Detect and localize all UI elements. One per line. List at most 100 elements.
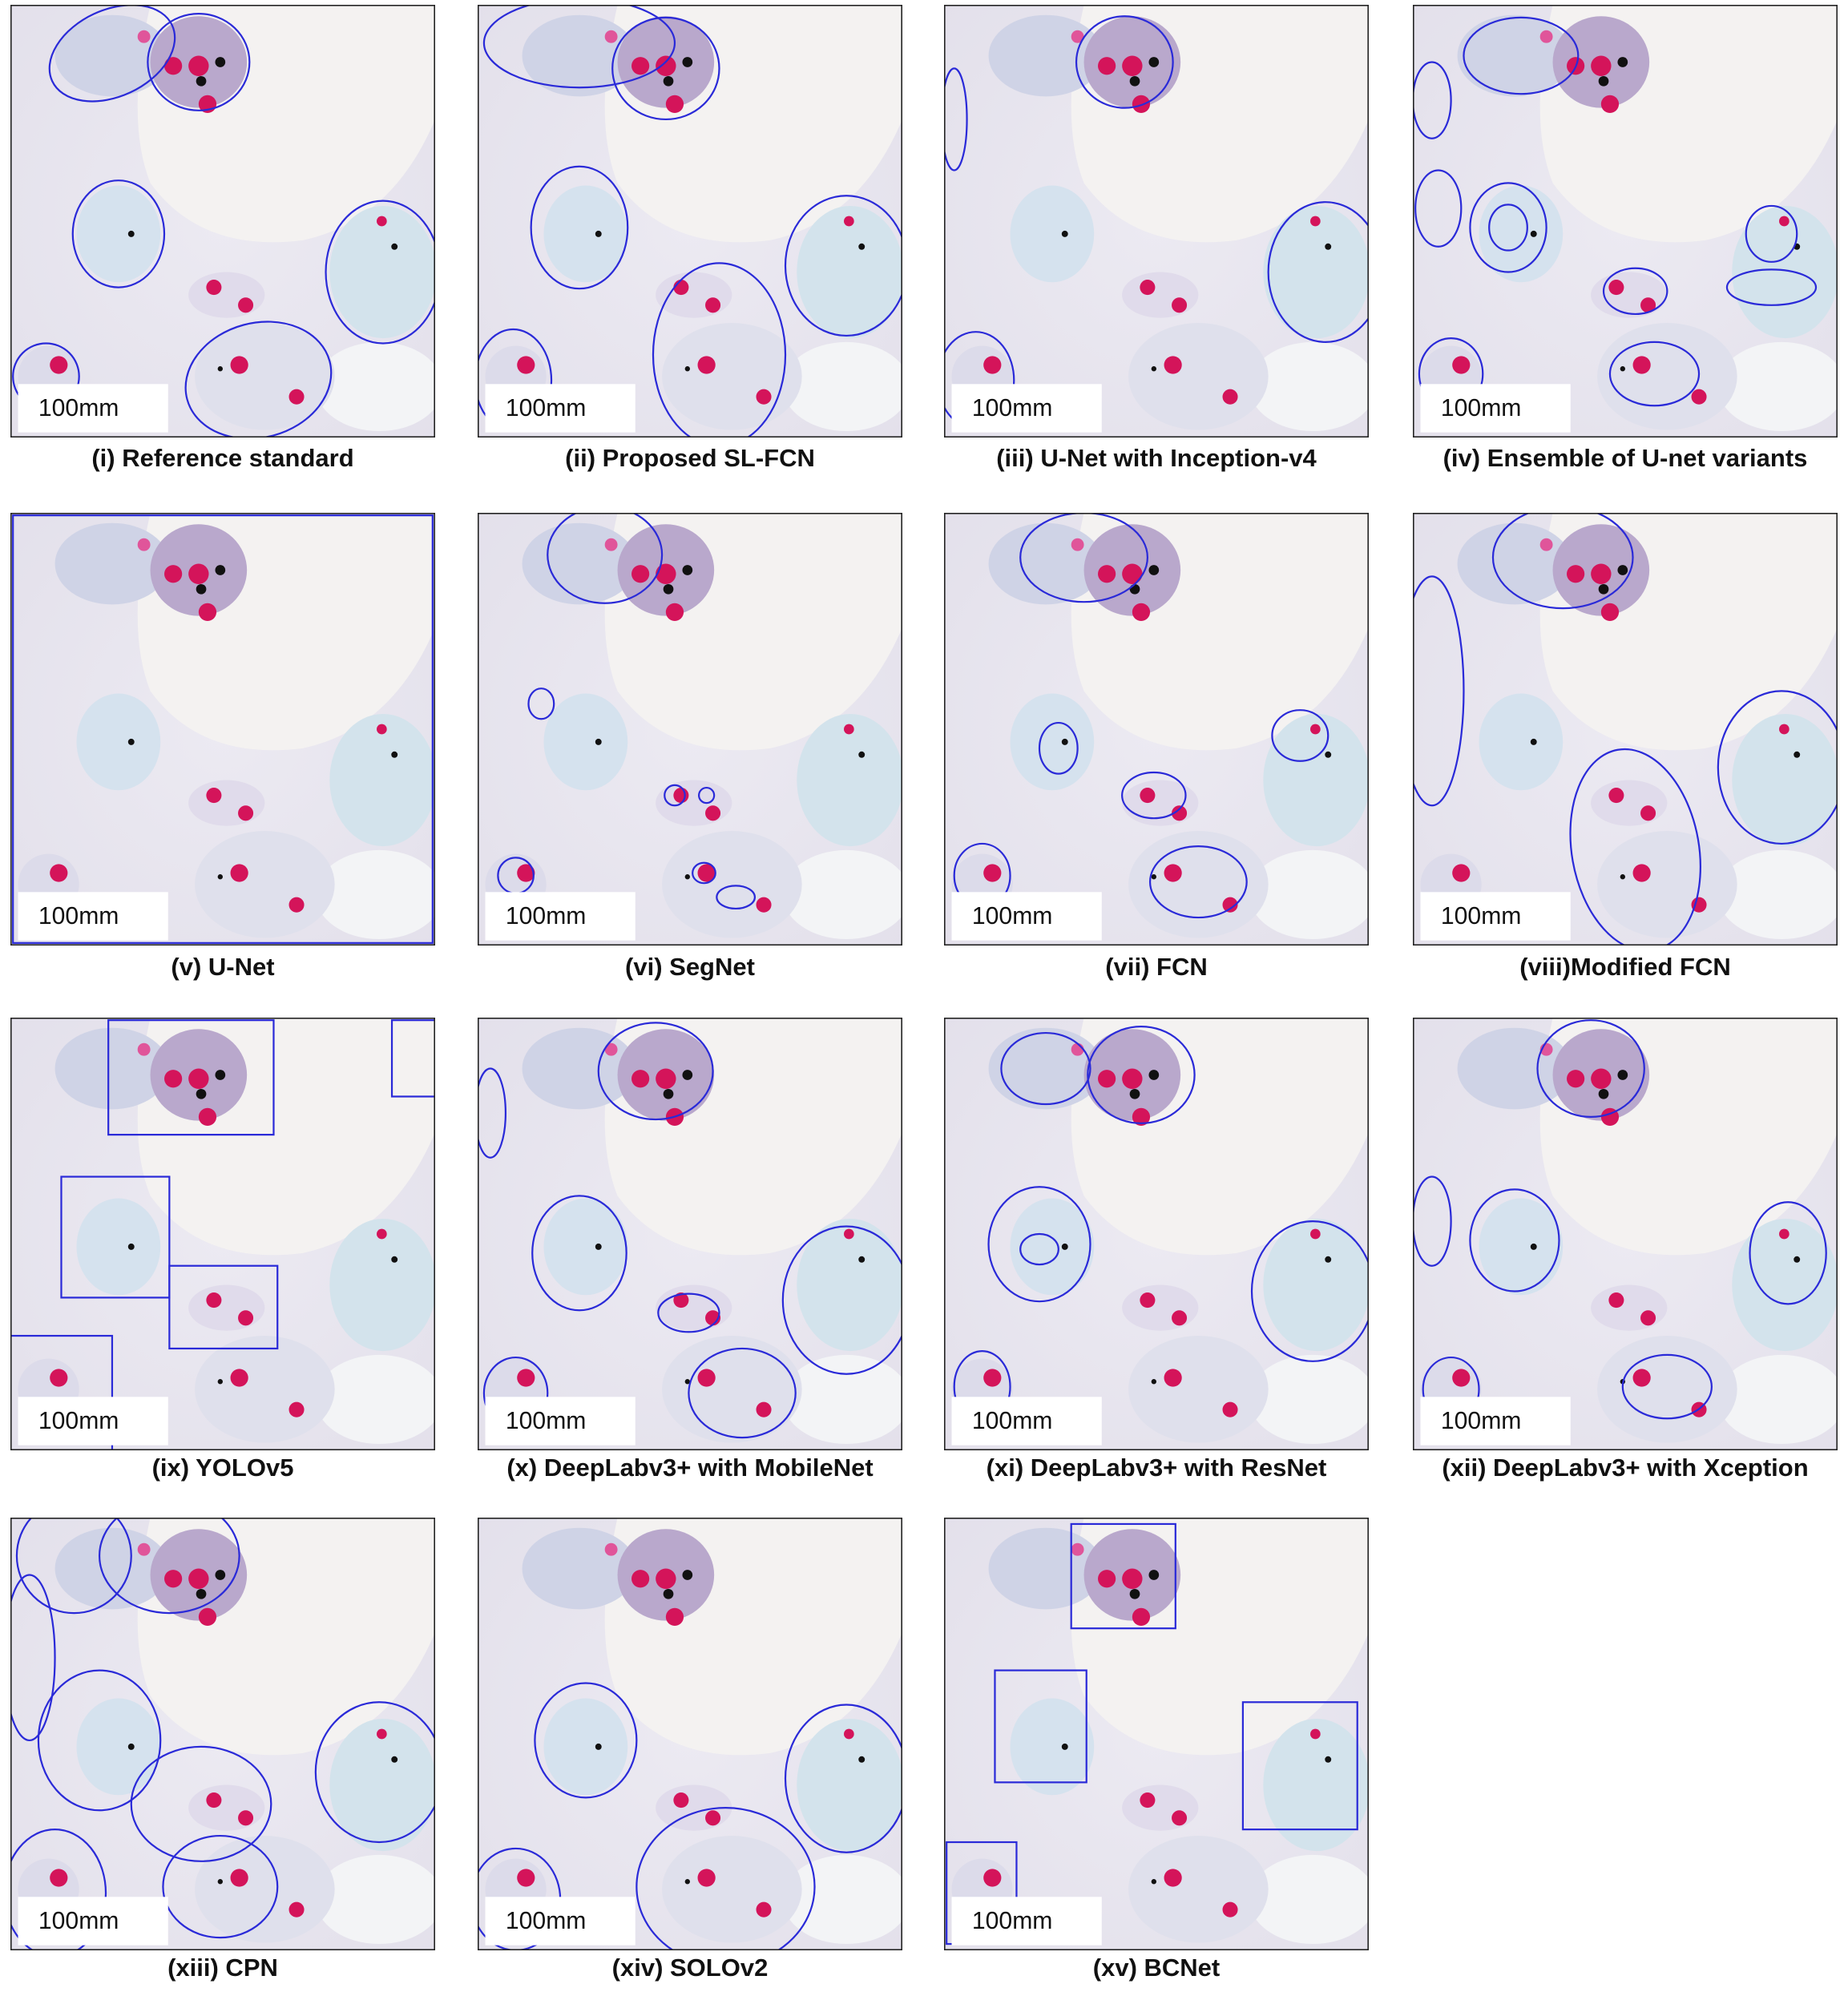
caption: (xii) DeepLabv3+ with Xception: [1442, 1454, 1809, 1482]
cell-outline: [636, 1807, 816, 1950]
microscopy-image: 100mm: [478, 5, 902, 438]
microscopy-image: 100mm: [10, 513, 435, 946]
cell-outline: [531, 1195, 627, 1312]
frame: [944, 513, 1369, 946]
scale-label: 100mm: [972, 1408, 1053, 1434]
cell-box: [390, 1019, 435, 1098]
image-panel: 100mm: [1413, 513, 1838, 946]
microscopy-image: 100mm: [1413, 5, 1838, 438]
scale-box: [951, 1397, 1102, 1446]
microscopy-image: 100mm: [478, 1018, 902, 1450]
frame: [1413, 513, 1838, 946]
frame: [944, 1018, 1369, 1450]
cell-outline: [1602, 267, 1668, 316]
microscopy-image: 100mm: [10, 1518, 435, 1950]
scale-label: 100mm: [38, 1908, 119, 1934]
cell-outline: [784, 1704, 902, 1853]
scale-label: 100mm: [38, 395, 119, 421]
cell-box: [1070, 1522, 1176, 1630]
cell-outline: [547, 513, 664, 604]
cell-outline: [10, 1829, 107, 1950]
scale-label: 100mm: [506, 1908, 587, 1934]
cell-outline: [1019, 1232, 1059, 1266]
caption: (xiii) CPN: [167, 1954, 278, 1982]
frame: [10, 1018, 435, 1450]
cell-outline: [71, 179, 166, 288]
cell-outline: [1087, 1026, 1196, 1124]
cell-outline: [534, 1682, 638, 1799]
cell-box: [994, 1669, 1087, 1784]
cell-outline: [1488, 204, 1528, 252]
cell-outline: [1148, 845, 1248, 919]
background: [1413, 1018, 1838, 1450]
cell-outline: [1469, 1188, 1560, 1292]
caption: (ix) YOLOv5: [151, 1454, 294, 1482]
microscopy-image: 100mm: [1413, 1018, 1838, 1450]
cell-outline: [1267, 201, 1369, 343]
frame: [1413, 1018, 1838, 1450]
scale-label: 100mm: [506, 395, 587, 421]
background: [1413, 513, 1838, 946]
microscopy-image: 100mm: [1413, 513, 1838, 946]
cell-outline: [10, 1574, 56, 1742]
cell-outline: [688, 1347, 797, 1439]
background: [10, 513, 435, 946]
caption: (xv) BCNet: [1092, 1954, 1221, 1982]
cell-outline: [482, 5, 676, 89]
caption: (xi) DeepLabv3+ with ResNet: [986, 1454, 1327, 1482]
scale-label: 100mm: [506, 1408, 587, 1434]
image-panel: 100mm: [944, 1018, 1369, 1450]
frame: [478, 5, 902, 438]
cell-outline: [1121, 771, 1187, 820]
image-panel: 100mm: [1413, 5, 1838, 438]
frame: [478, 1518, 902, 1950]
cell-outline: [784, 195, 902, 337]
frame: [10, 5, 435, 438]
scale-box: [18, 1397, 168, 1446]
caption: (ii) Proposed SL-FCN: [565, 444, 815, 472]
background: [10, 1518, 435, 1950]
scale-label: 100mm: [972, 1908, 1053, 1934]
image-panel: 100mm: [944, 5, 1369, 438]
caption: (xiv) SOLOv2: [611, 1954, 769, 1982]
frame: [10, 1518, 435, 1950]
frame: [10, 513, 435, 946]
image-panel: 100mm: [944, 513, 1369, 946]
cell-outline: [944, 67, 968, 171]
cell-outline: [147, 13, 251, 111]
scale-box: [1420, 892, 1571, 941]
background: [944, 1518, 1369, 1950]
cell-outline: [1725, 268, 1818, 306]
caption: (iv) Ensemble of U-net variants: [1442, 444, 1808, 472]
microscopy-image: 100mm: [944, 513, 1369, 946]
cell-box: [12, 514, 434, 944]
cell-outline: [611, 16, 720, 121]
cell-outline: [1569, 748, 1701, 946]
cell-outline: [1469, 182, 1547, 273]
scale-box: [18, 892, 168, 941]
scale-label: 100mm: [972, 903, 1053, 929]
image-panel: 100mm: [10, 1018, 435, 1450]
scale-box: [1420, 384, 1571, 433]
scale-box: [951, 384, 1102, 433]
cell-box: [168, 1264, 279, 1350]
microscopy-image: 100mm: [478, 513, 902, 946]
image-panel: 100mm: [1413, 1018, 1838, 1450]
cell-outline: [1000, 1031, 1091, 1106]
cell-outline: [1491, 513, 1634, 610]
cell-outline: [1075, 15, 1174, 109]
scale-box: [485, 892, 636, 941]
cell-outline: [15, 1518, 132, 1615]
cell-outline: [716, 885, 757, 910]
caption: (viii)Modified FCN: [1519, 953, 1731, 981]
microscopy-image: 100mm: [478, 1518, 902, 1950]
cell-box: [1241, 1701, 1358, 1831]
cell-outline: [1413, 575, 1465, 807]
cell-outline: [697, 786, 716, 804]
microscopy-image: 100mm: [944, 1018, 1369, 1450]
cell-outline: [597, 1022, 714, 1121]
frame: [944, 1518, 1369, 1950]
cell-outline: [1038, 721, 1079, 775]
background: [478, 513, 902, 946]
scale-box: [18, 384, 168, 433]
